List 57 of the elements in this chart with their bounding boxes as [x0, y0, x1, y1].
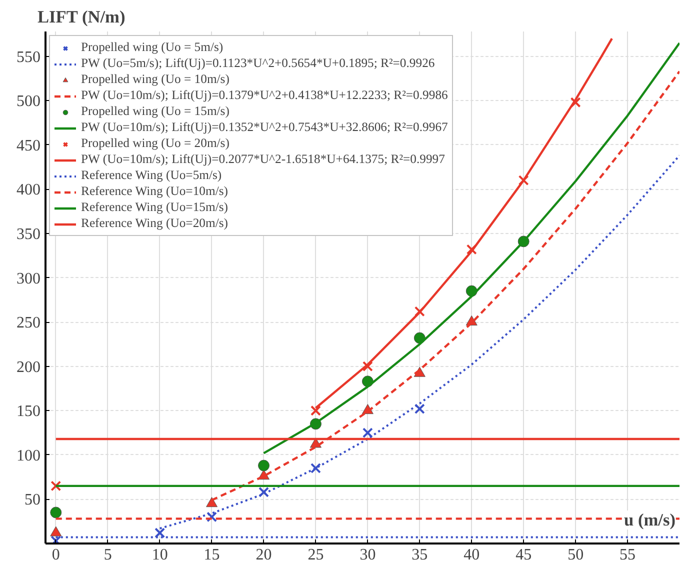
x-tick-label: 55 [620, 546, 636, 564]
legend-label: PW (Uo=10m/s); Lift(Uj)=0.2077*U^2-1.6518*U+64.1375; R²=0.9997 [81, 152, 445, 167]
x-tick-label: 15 [204, 546, 220, 564]
x-tick-label: 35 [412, 546, 428, 564]
y-axis-title: LIFT (N/m) [38, 8, 126, 26]
x-tick-label: 5 [104, 546, 112, 564]
legend-label: Reference Wing (Uo=10m/s) [81, 184, 228, 199]
y-tick-label: 350 [16, 226, 40, 243]
point [258, 486, 270, 498]
y-tick-label: 500 [16, 93, 40, 110]
y-tick-label: 400 [16, 182, 40, 199]
y-tick-label: 150 [16, 403, 40, 420]
point [50, 480, 62, 492]
point [310, 438, 322, 448]
legend-label: Propelled wing (Uo = 15m/s) [81, 104, 230, 119]
y-tick-label: 200 [16, 358, 40, 376]
point [518, 175, 529, 186]
point [206, 512, 218, 522]
x-tick-label: 50 [568, 546, 584, 564]
point [154, 528, 166, 538]
x-tick-label: 30 [360, 546, 376, 564]
point [310, 405, 321, 416]
legend-label: Reference Wing (Uo=15m/s) [81, 200, 228, 215]
legend-label: Reference Wing (Uo=5m/s) [81, 168, 222, 183]
y-tick-label: 550 [16, 48, 40, 66]
legend-label: Propelled wing (Uo = 20m/s) [81, 136, 230, 151]
point [310, 462, 321, 474]
y-tick-label: 250 [16, 314, 40, 332]
point [570, 97, 581, 108]
legend-label: PW (Uo=10m/s); Lift(Uj)=0.1379*U^2+0.4138*U+12.2233; R²=0.9986 [81, 88, 448, 103]
point [206, 497, 218, 508]
x-tick-label: 20 [256, 546, 272, 564]
point [258, 460, 270, 472]
point [414, 306, 425, 317]
y-tick-label: 300 [16, 270, 40, 288]
y-tick-label: 450 [16, 137, 40, 154]
point [50, 526, 62, 536]
point [50, 506, 62, 518]
point [50, 536, 62, 544]
legend-label: Propelled wing (Uo = 10m/s) [81, 72, 230, 87]
legend-label: Reference Wing (Uo=20m/s) [81, 216, 228, 231]
x-tick-label: 10 [152, 546, 168, 564]
legend-label: PW (Uo=5m/s); Lift(Uj)=0.1123*U^2+0.5654*U+0.1895; R²=0.9926 [81, 56, 435, 71]
point [362, 428, 373, 438]
x-tick-label: 25 [308, 546, 324, 564]
legend-label: Propelled wing (Uo = 5m/s) [81, 40, 224, 55]
x-tick-label: 0 [52, 546, 60, 564]
point [362, 361, 373, 372]
y-tick-label: 50 [24, 492, 40, 509]
point [414, 366, 426, 377]
x-tick-label: 45 [516, 546, 532, 564]
y-tick-label: 100 [16, 447, 40, 464]
x-axis-title: u (m/s) [624, 510, 676, 530]
legend-label: PW (Uo=10m/s); Lift(Uj)=0.1352*U^2+0.7543*U+32.8606; R²=0.9967 [81, 120, 448, 135]
x-tick-label: 40 [464, 546, 480, 564]
point [466, 244, 477, 255]
point [414, 404, 425, 414]
